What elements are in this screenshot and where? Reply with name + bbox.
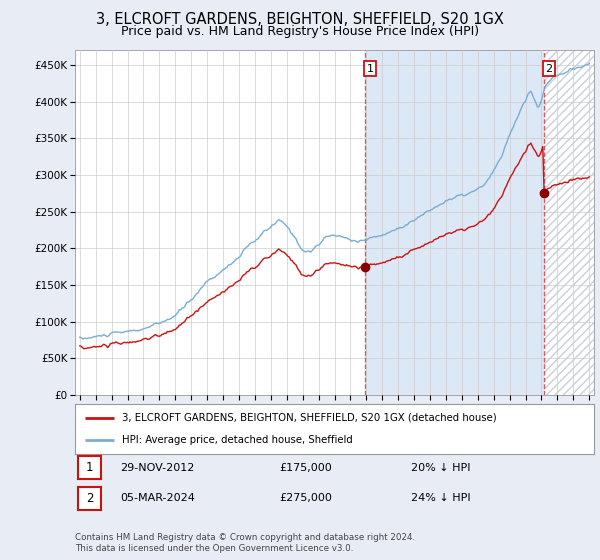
Text: £275,000: £275,000 [279,493,332,503]
Text: Contains HM Land Registry data © Crown copyright and database right 2024.
This d: Contains HM Land Registry data © Crown c… [75,533,415,553]
Text: 1: 1 [367,64,373,74]
Text: 20% ↓ HPI: 20% ↓ HPI [411,463,470,473]
Text: £175,000: £175,000 [279,463,332,473]
Text: 24% ↓ HPI: 24% ↓ HPI [411,493,470,503]
Text: 3, ELCROFT GARDENS, BEIGHTON, SHEFFIELD, S20 1GX (detached house): 3, ELCROFT GARDENS, BEIGHTON, SHEFFIELD,… [122,413,496,423]
Bar [365,50,544,395]
Text: 2: 2 [545,64,553,74]
Text: HPI: Average price, detached house, Sheffield: HPI: Average price, detached house, Shef… [122,435,352,445]
Bar [544,50,597,395]
Text: 1: 1 [86,461,93,474]
Text: 05-MAR-2024: 05-MAR-2024 [120,493,195,503]
Text: 3, ELCROFT GARDENS, BEIGHTON, SHEFFIELD, S20 1GX: 3, ELCROFT GARDENS, BEIGHTON, SHEFFIELD,… [96,12,504,27]
Text: 2: 2 [86,492,93,505]
Text: 29-NOV-2012: 29-NOV-2012 [120,463,194,473]
Text: Price paid vs. HM Land Registry's House Price Index (HPI): Price paid vs. HM Land Registry's House … [121,25,479,38]
Bar [544,50,597,395]
